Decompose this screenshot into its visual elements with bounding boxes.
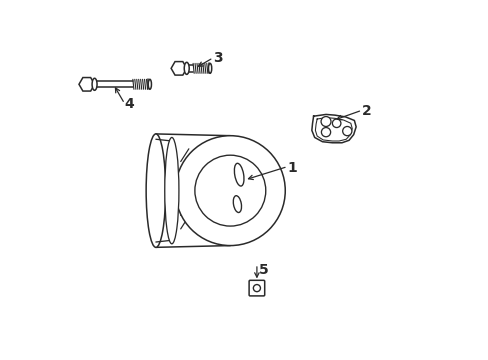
Text: 4: 4 bbox=[124, 97, 134, 111]
Circle shape bbox=[321, 117, 330, 126]
Ellipse shape bbox=[208, 63, 211, 73]
Polygon shape bbox=[79, 77, 94, 91]
Ellipse shape bbox=[146, 134, 165, 247]
Ellipse shape bbox=[234, 163, 244, 186]
Circle shape bbox=[253, 284, 260, 292]
Text: 5: 5 bbox=[259, 264, 268, 278]
Ellipse shape bbox=[233, 196, 241, 212]
Circle shape bbox=[332, 119, 340, 127]
Polygon shape bbox=[171, 62, 186, 75]
Ellipse shape bbox=[92, 78, 97, 90]
FancyBboxPatch shape bbox=[248, 280, 264, 296]
Ellipse shape bbox=[184, 62, 189, 75]
Circle shape bbox=[342, 126, 351, 136]
Polygon shape bbox=[311, 114, 355, 143]
Ellipse shape bbox=[164, 138, 179, 244]
Ellipse shape bbox=[148, 79, 151, 89]
Circle shape bbox=[195, 155, 265, 226]
Text: 1: 1 bbox=[287, 161, 297, 175]
Circle shape bbox=[175, 136, 285, 246]
Text: 3: 3 bbox=[213, 51, 222, 65]
Circle shape bbox=[321, 127, 330, 137]
Text: 2: 2 bbox=[361, 104, 371, 118]
